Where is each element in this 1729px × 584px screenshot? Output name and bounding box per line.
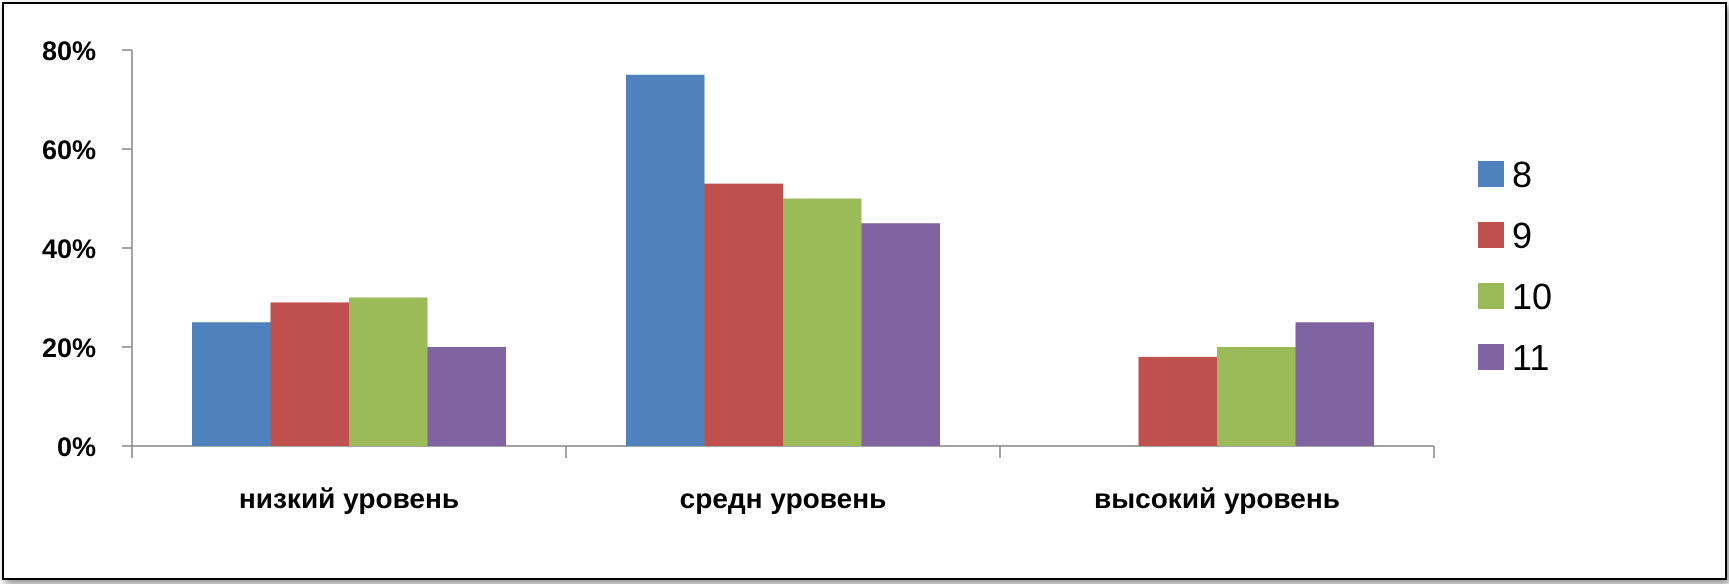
y-tick-label: 80% xyxy=(42,36,96,66)
legend-swatch-11 xyxy=(1478,344,1504,370)
legend-label-10: 10 xyxy=(1512,276,1552,317)
y-tick-label: 40% xyxy=(42,234,96,264)
legend-swatch-10 xyxy=(1478,283,1504,309)
bar-11-2 xyxy=(861,223,940,446)
chart-bars xyxy=(192,74,1374,446)
bar-10-2 xyxy=(783,198,862,446)
bar-9-2 xyxy=(704,183,783,446)
legend-label-8: 8 xyxy=(1512,154,1532,195)
legend-label-11: 11 xyxy=(1512,337,1549,378)
bar-11-1 xyxy=(427,347,506,446)
bar-8-1 xyxy=(192,322,271,446)
bar-chart: 0% 20% 40% 60% 80% низкий уровень средн уровен… xyxy=(42,36,1552,514)
chart-legend: 8 9 10 11 xyxy=(1478,154,1552,378)
y-tick-label: 60% xyxy=(42,135,96,165)
y-tick-label: 0% xyxy=(57,432,96,462)
legend-label-9: 9 xyxy=(1512,215,1532,256)
bar-11-3 xyxy=(1295,322,1374,446)
legend-swatch-8 xyxy=(1478,161,1504,187)
chart-labels: 0% 20% 40% 60% 80% низкий уровень средн уровен… xyxy=(42,36,1340,514)
bar-9-3 xyxy=(1138,356,1217,446)
legend-swatch-9 xyxy=(1478,222,1504,248)
bar-9-1 xyxy=(270,302,349,446)
bar-10-1 xyxy=(349,297,428,446)
x-category-label: низкий уровень xyxy=(239,483,459,514)
bar-8-2 xyxy=(626,74,705,446)
x-category-label: высокий уровень xyxy=(1094,483,1340,514)
x-category-label: средн уровень xyxy=(680,483,887,514)
bar-10-3 xyxy=(1217,347,1296,446)
y-tick-label: 20% xyxy=(42,333,96,363)
